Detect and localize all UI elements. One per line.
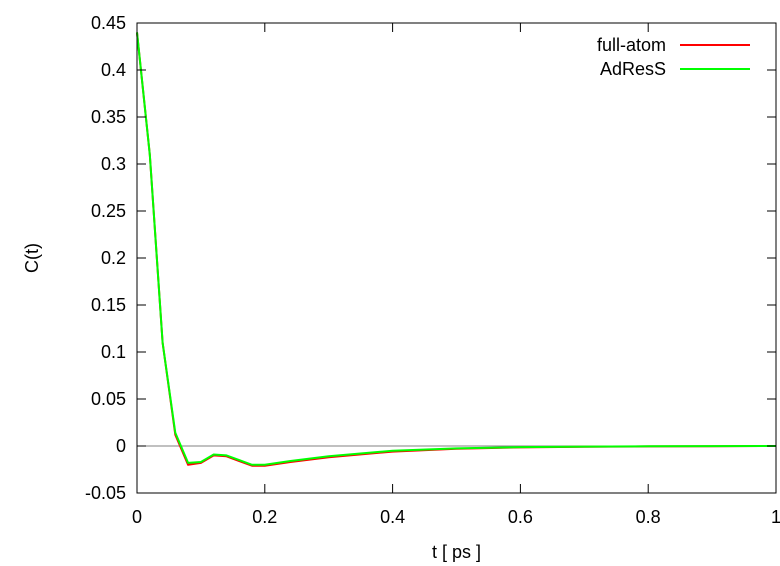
x-tick-label: 0.8	[636, 507, 661, 527]
y-tick-label: 0.3	[101, 154, 126, 174]
legend-label: AdResS	[600, 59, 666, 79]
x-tick-label: 0.4	[380, 507, 405, 527]
series-line-full-atom	[136, 32, 777, 467]
plot-frame	[136, 22, 777, 494]
y-tick-label: 0.2	[101, 248, 126, 268]
series-line-adress	[136, 32, 777, 466]
x-tick-label: 0	[132, 507, 142, 527]
x-tick-label: 0.6	[508, 507, 533, 527]
y-tick-label: -0.05	[85, 483, 126, 503]
x-axis-label: t [ ps ]	[432, 542, 481, 562]
y-tick-label: 0.25	[91, 201, 126, 221]
legend: full-atom AdResS	[597, 35, 750, 79]
y-tick-label: 0.15	[91, 295, 126, 315]
x-tick-label: 1	[771, 507, 780, 527]
y-tick-label: 0.1	[101, 342, 126, 362]
tick-layer: -0.05 0 0.05 0.1 0.15 0.2 0.25 0.3 0.35 0.4 0.45 0 0…	[85, 13, 780, 527]
y-tick-label: 0.4	[101, 60, 126, 80]
y-axis-label: C(t)	[22, 243, 42, 273]
x-tick-label: 0.2	[252, 507, 277, 527]
y-tick-label: 0.05	[91, 389, 126, 409]
y-tick-label: 0.35	[91, 107, 126, 127]
y-tick-label: 0.45	[91, 13, 126, 33]
series-layer	[136, 32, 777, 467]
legend-label: full-atom	[597, 35, 666, 55]
y-tick-label: 0	[116, 436, 126, 456]
